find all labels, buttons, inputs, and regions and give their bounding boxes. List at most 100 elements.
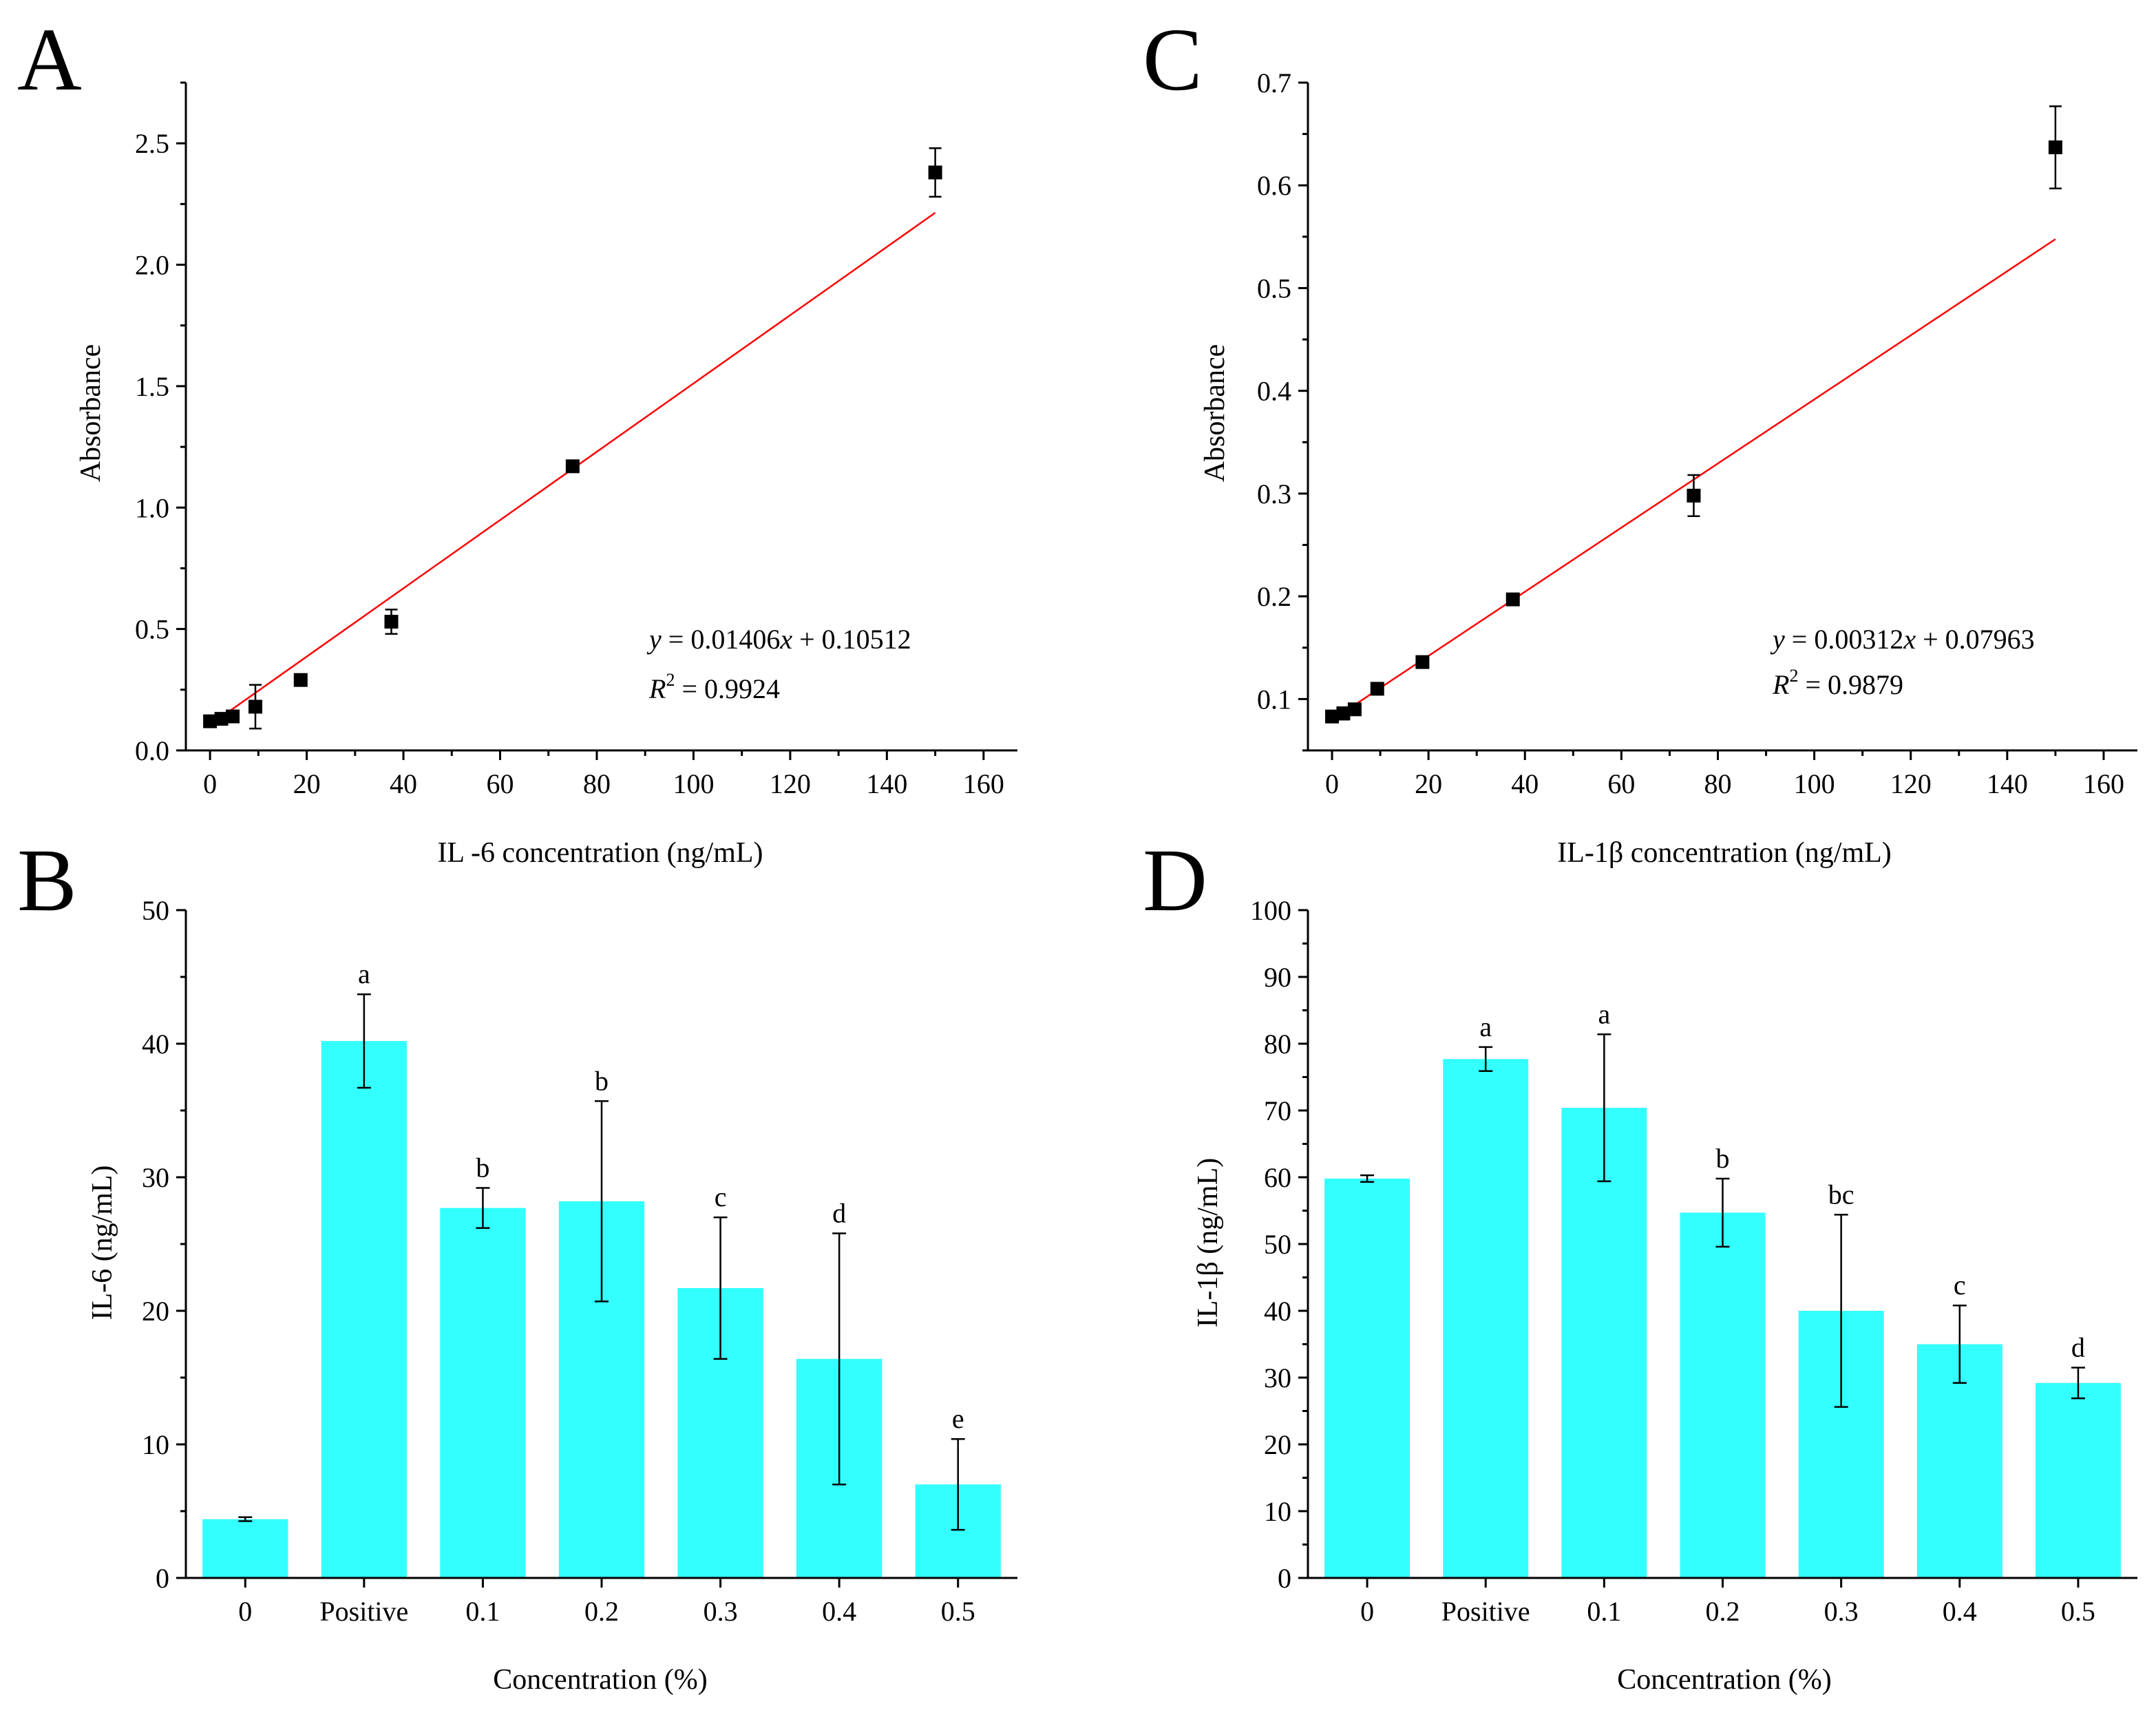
panel-b-x-tick-label: 0.5 [941,1596,975,1627]
panel-a-y-tick-label: 2.0 [135,250,169,281]
panel-c-r2-var: R [1772,669,1789,700]
panel-d-y-tick-label: 30 [1264,1362,1291,1393]
panel-a-y-tick-label: 1.0 [135,492,169,523]
panel-c-x-tick-label: 0 [1325,768,1339,799]
panel-c-scatter: C 0 20 40 60 80 100 120 140 160 0.1 0.2 0.3 0.4 0.5 0.… [1143,10,2137,869]
panel-a-x-tick-label: 40 [390,768,417,799]
panel-a-x-tick-label: 0 [203,768,217,799]
panel-d-y-tick-label: 50 [1264,1229,1291,1260]
panel-b-y-tick-label: 40 [142,1029,169,1060]
panel-b-y-tick-label: 10 [142,1429,169,1460]
panel-b-x-tick-label: Positive [319,1596,408,1627]
panel-a-x-tick-label: 20 [293,768,321,799]
panel-a-y-tick-label: 2.5 [135,128,169,159]
panel-b-bar [440,1208,526,1578]
panel-c-eq-x: x [1903,624,1916,655]
panel-c-data-point [2048,140,2062,155]
panel-a-eq-x: x [779,624,792,655]
panel-d-y-tick-label: 90 [1264,962,1291,993]
panel-c-y-tick-label: 0.3 [1257,478,1291,509]
panel-a-x-tick-label: 140 [866,768,907,799]
panel-c-data-point [1347,702,1362,717]
panel-c-data-point [1336,706,1351,721]
panel-d-y-tick-label: 10 [1264,1496,1291,1527]
panel-a-y-tick-label: 0.5 [135,614,169,645]
panel-b-y-tick-label: 50 [142,895,169,926]
panel-a-data-point [928,165,942,180]
panel-a-data-point [384,615,399,629]
panel-c-x-tick-label: 100 [1794,768,1835,799]
panel-b-y-tick-label: 0 [156,1563,169,1594]
panel-a-y-tick-label: 0.0 [135,735,169,766]
panel-c-x-tick-label: 80 [1704,768,1731,799]
panel-b-significance-letter: e [952,1403,964,1434]
panel-c-y-tick-label: 0.2 [1257,581,1291,612]
panel-a-r2-value: = 0.9924 [675,673,780,704]
panel-d-y-tick-label: 20 [1264,1429,1291,1460]
panel-a-data-point [203,714,218,728]
panel-a-x-tick-label: 100 [673,768,714,799]
panel-c-marks: 0 20 40 60 80 100 120 140 160 0.1 0.2 0.3 0.4 0.5 0.6 0… [1257,67,2137,799]
panel-d-significance-letter: d [2071,1331,2085,1362]
panel-d-bar [1561,1108,1647,1578]
panel-d-x-tick-label: 0.5 [2061,1596,2095,1627]
panel-a-scatter: A 0 20 40 60 80 100 120 140 160 0.0 0.5 1.0 1.5 2.0 2.… [17,10,1017,869]
panel-c-x-tick-label: 160 [2083,768,2124,799]
panel-d-significance-letter: a [1598,998,1610,1029]
panel-a-data-point [248,699,262,714]
panel-d-bar [1680,1212,1766,1578]
panel-d-x-tick-label: 0 [1360,1596,1374,1627]
panel-c-data-point [1415,655,1430,669]
panel-b-y-axis-title: IL-6 (ng/mL) [87,1165,118,1320]
panel-d-significance-letter: b [1716,1143,1730,1174]
panel-c-y-axis-title: Absorbance [1199,344,1231,483]
panel-b-bar: B 0 a Positive b 0.1 b 0.2 c 0.3 d 0.4 e 0.5 0 10 20 30 4… [17,831,1017,1696]
panel-c-y-tick-label: 0.5 [1257,273,1291,304]
panel-label-a: A [17,10,82,109]
panel-d-y-axis-title: IL-1β (ng/mL) [1192,1158,1224,1327]
panel-b-x-tick-label: 0.1 [465,1596,500,1627]
panel-c-equation: y = 0.00312x + 0.07963 [1770,624,2035,655]
panel-a-x-tick-label: 60 [487,768,514,799]
panel-a-eq-slope: = 0.01406 [662,624,781,655]
panel-c-eq-y: y [1770,624,1785,655]
panel-a-r2-sup: 2 [666,670,675,690]
panel-a-eq-intercept: + 0.10512 [792,624,911,655]
panel-c-eq-intercept: + 0.07963 [1916,624,2035,655]
panel-a-x-axis-title: IL -6 concentration (ng/mL) [437,837,763,869]
panel-c-x-tick-label: 20 [1415,768,1442,799]
panel-c-r2: R2 = 0.9879 [1772,666,1903,700]
panel-a-y-tick-label: 1.5 [135,371,169,402]
panel-d-bar [1443,1059,1529,1578]
panel-c-y-tick-label: 0.6 [1257,170,1291,201]
panel-b-marks: 0 a Positive b 0.1 b 0.2 c 0.3 d 0.4 e 0.5 0 10 20 30 40 5… [142,895,1017,1627]
panel-d-bar [1324,1178,1410,1578]
panel-b-x-tick-label: 0 [238,1596,252,1627]
panel-c-r2-value: = 0.9879 [1798,669,1903,700]
panel-d-y-tick-label: 100 [1250,895,1291,926]
panel-c-data-point [1505,592,1520,607]
panel-b-significance-letter: a [358,958,370,989]
panel-b-x-tick-label: 0.2 [584,1596,619,1627]
panel-d-significance-letter: a [1479,1011,1492,1042]
panel-a-data-point [214,712,229,726]
panel-c-y-tick-label: 0.4 [1257,376,1291,407]
panel-c-data-point [1325,709,1340,724]
panel-a-x-tick-label: 120 [770,768,811,799]
panel-c-data-point [1687,488,1701,503]
panel-d-x-axis-title: Concentration (%) [1617,1664,1831,1696]
panel-b-bar [202,1519,288,1578]
panel-d-x-tick-label: 0.4 [1943,1596,1977,1627]
panel-label-c: C [1143,10,1203,109]
panel-c-x-tick-label: 40 [1511,768,1539,799]
panel-c-x-tick-label: 60 [1607,768,1635,799]
panel-c-x-tick-label: 140 [1987,768,2028,799]
panel-a-data-point [293,673,308,687]
panel-a-y-axis-title: Absorbance [75,344,107,483]
panel-label-b: B [17,831,77,930]
panel-a-r2-var: R [648,673,666,704]
panel-d-bar: D 0 a Positive a 0.1 b 0.2 bc 0.3 c 0.4 d 0.5 0 10 20 30… [1143,831,2137,1696]
panel-a-data-point [565,459,580,474]
panel-c-y-tick-label: 0.7 [1257,67,1291,98]
panel-a-eq-y: y [646,624,662,655]
